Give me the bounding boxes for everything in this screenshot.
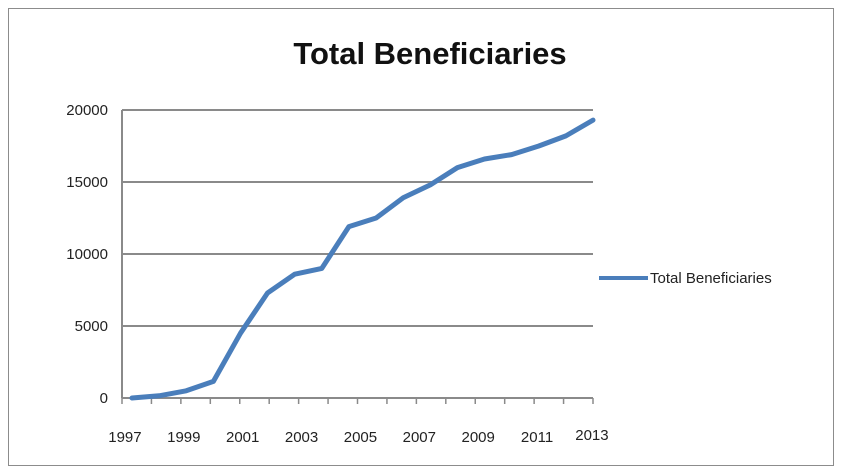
- x-tick-label: 2003: [285, 429, 318, 446]
- series-line-0: [129, 117, 596, 401]
- y-tick-label: 10000: [66, 246, 108, 263]
- y-tick-label: 0: [100, 390, 108, 407]
- y-tick-label: 5000: [75, 318, 108, 335]
- legend: Total Beneficiaries: [599, 270, 772, 287]
- x-tick-label: 2011: [521, 429, 553, 446]
- legend-label: Total Beneficiaries: [650, 270, 772, 287]
- x-tick-label: 2007: [403, 429, 436, 446]
- x-axis: 1997 1999 2001 2003 2005 2007 2009 2011 2013: [108, 397, 609, 446]
- x-tick-label: 1999: [167, 429, 200, 446]
- y-axis: 0 5000 10000 15000 20000: [66, 102, 123, 407]
- grid-lines: [122, 109, 593, 327]
- y-tick-label: 15000: [66, 174, 108, 191]
- y-tick-label: 20000: [66, 102, 108, 119]
- x-tick-label: 1997: [108, 429, 141, 446]
- chart-frame: [8, 8, 834, 466]
- x-tick-label: 2013: [575, 427, 608, 444]
- x-tick-label: 2005: [344, 429, 377, 446]
- series-group: [129, 117, 596, 401]
- chart-title: Total Beneficiaries: [293, 36, 566, 71]
- x-tick-label: 2009: [462, 429, 495, 446]
- x-tick-label: 2001: [226, 429, 259, 446]
